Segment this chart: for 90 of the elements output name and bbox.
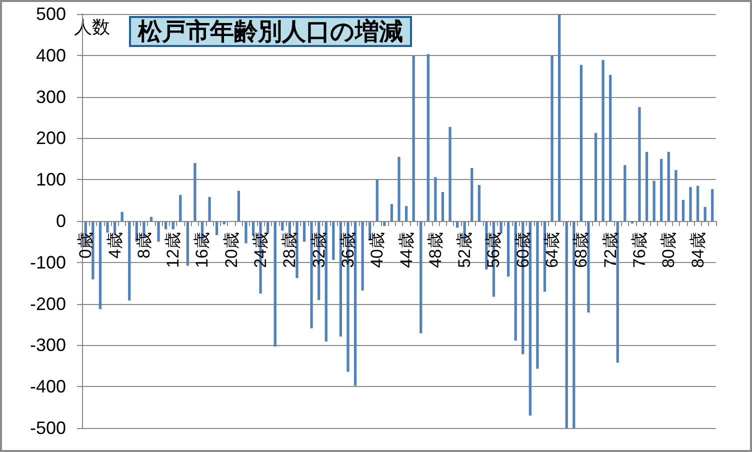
bar bbox=[179, 194, 182, 221]
x-tick-label: 60歳 bbox=[513, 232, 532, 268]
x-tick-label: 48歳 bbox=[426, 232, 445, 268]
bar bbox=[354, 221, 357, 386]
bar bbox=[296, 221, 298, 278]
x-tick-label: 36歳 bbox=[338, 232, 358, 268]
y-tick-label: 100 bbox=[36, 170, 66, 190]
bar bbox=[426, 54, 430, 221]
bar bbox=[689, 187, 692, 221]
bar bbox=[558, 14, 561, 221]
bar bbox=[157, 221, 160, 242]
x-tick-label: 8歳 bbox=[134, 232, 154, 258]
x-tick-label: 64歳 bbox=[542, 232, 562, 268]
bar bbox=[652, 180, 656, 221]
y-tick-label: 200 bbox=[36, 128, 66, 148]
y-tick-label: 400 bbox=[36, 45, 66, 66]
bar bbox=[602, 60, 604, 221]
x-tick-label: 56歳 bbox=[484, 232, 504, 268]
bar bbox=[128, 221, 131, 300]
y-tick-label: 500 bbox=[36, 4, 66, 24]
y-tick-label: -500 bbox=[30, 418, 66, 438]
y-tick-label: -400 bbox=[30, 376, 66, 397]
x-tick-label: 28歳 bbox=[280, 232, 300, 268]
x-tick-label: 76歳 bbox=[630, 232, 649, 268]
bar bbox=[500, 221, 502, 234]
bar bbox=[208, 196, 211, 221]
bar bbox=[696, 186, 700, 221]
x-tick-label: 44歳 bbox=[396, 232, 416, 268]
y-tick-label: -100 bbox=[30, 252, 66, 272]
bar bbox=[609, 74, 612, 221]
bar bbox=[120, 212, 124, 221]
y-tick-label: 300 bbox=[36, 86, 66, 107]
y-tick-label: -300 bbox=[30, 335, 66, 356]
bar bbox=[478, 184, 480, 221]
x-tick-label: 84歳 bbox=[688, 232, 708, 268]
y-tick-label: 0 bbox=[56, 211, 66, 231]
bar bbox=[470, 168, 474, 221]
bar bbox=[398, 156, 400, 221]
bar bbox=[536, 221, 539, 369]
bar bbox=[682, 200, 685, 221]
chart-title: 松戸市年齢別人口の増減 bbox=[137, 18, 403, 46]
bar bbox=[361, 221, 364, 291]
x-tick-label: 72歳 bbox=[600, 232, 620, 268]
bar bbox=[186, 221, 189, 266]
bar bbox=[448, 127, 452, 221]
x-tick-label: 12歳 bbox=[164, 232, 183, 268]
bar bbox=[674, 170, 678, 221]
bar bbox=[194, 163, 196, 221]
x-tick-label: 20歳 bbox=[222, 232, 241, 268]
bar bbox=[404, 206, 408, 221]
bar bbox=[106, 221, 109, 233]
bar bbox=[594, 132, 598, 221]
bar bbox=[580, 64, 582, 221]
bar bbox=[324, 221, 328, 342]
x-tick-label: 32歳 bbox=[309, 232, 328, 268]
bar bbox=[302, 221, 306, 242]
bar bbox=[98, 221, 102, 310]
bar bbox=[420, 221, 422, 334]
bar bbox=[376, 179, 378, 221]
bar bbox=[704, 206, 706, 221]
x-tick-label: 68歳 bbox=[572, 232, 591, 268]
bar bbox=[565, 221, 568, 428]
bar bbox=[645, 152, 648, 221]
bar bbox=[150, 216, 153, 221]
bar bbox=[638, 107, 641, 221]
x-tick-label: 52歳 bbox=[455, 232, 474, 268]
x-tick-label: 4歳 bbox=[105, 232, 124, 258]
x-tick-label: 24歳 bbox=[251, 232, 270, 268]
x-tick-label: 80歳 bbox=[659, 232, 678, 268]
bar bbox=[507, 221, 510, 276]
bar bbox=[616, 221, 619, 363]
bar bbox=[274, 221, 276, 346]
bar bbox=[660, 158, 663, 221]
bar bbox=[667, 152, 670, 221]
bar bbox=[390, 204, 394, 221]
x-tick-label: 16歳 bbox=[192, 232, 212, 268]
bar bbox=[441, 192, 444, 221]
bar bbox=[587, 221, 590, 312]
bar bbox=[434, 177, 437, 221]
x-tick-label: 0歳 bbox=[76, 232, 96, 258]
bar bbox=[711, 189, 714, 221]
y-tick-label: -200 bbox=[30, 294, 66, 314]
bar bbox=[624, 165, 626, 221]
bar bbox=[528, 221, 532, 416]
bar bbox=[237, 190, 240, 221]
x-tick-label: 40歳 bbox=[368, 232, 387, 268]
bar bbox=[412, 55, 415, 221]
bar bbox=[550, 55, 554, 221]
bar bbox=[244, 221, 248, 244]
bar bbox=[332, 221, 335, 260]
